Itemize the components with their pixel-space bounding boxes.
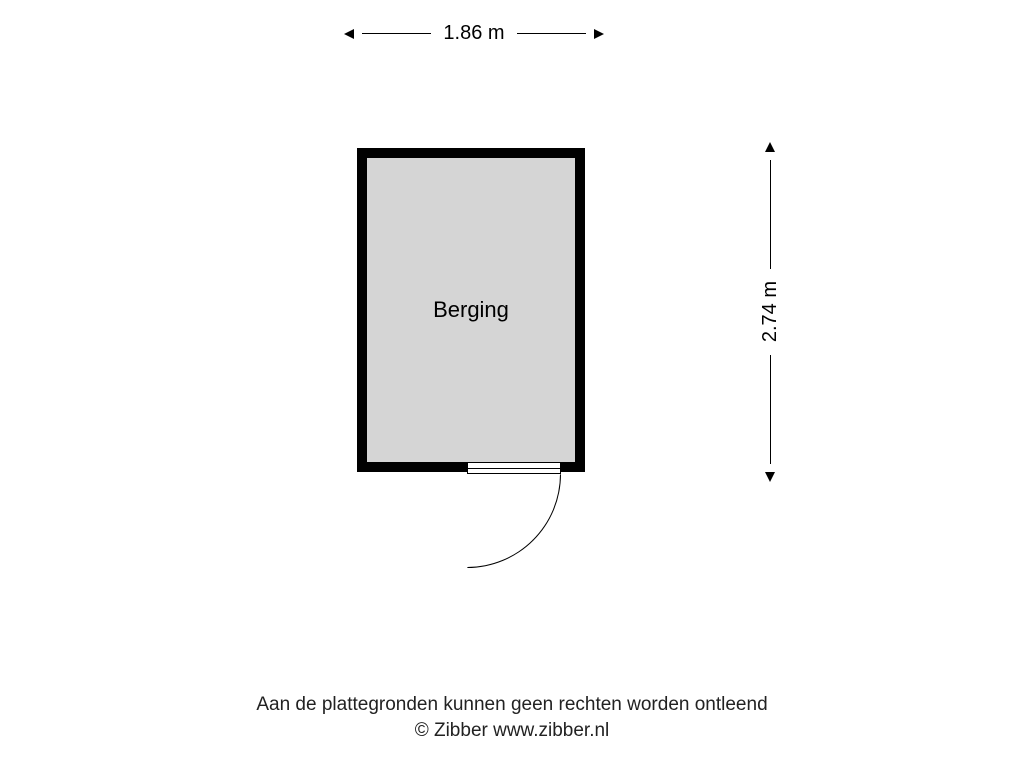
arrow-up-icon xyxy=(765,142,775,152)
dimension-line xyxy=(517,33,586,34)
room-label: Berging xyxy=(433,297,509,323)
footer-disclaimer: Aan de plattegronden kunnen geen rechten… xyxy=(0,692,1024,718)
dimension-width-label: 1.86 m xyxy=(439,22,508,45)
door-panel xyxy=(467,462,561,474)
dimension-line xyxy=(770,355,771,464)
dimension-line xyxy=(362,33,431,34)
footer-copyright: © Zibber www.zibber.nl xyxy=(0,718,1024,744)
arrow-down-icon xyxy=(765,472,775,482)
dimension-width: 1.86 m xyxy=(344,22,604,45)
door-panel-line xyxy=(468,468,560,469)
door-arc xyxy=(467,474,561,568)
arrow-right-icon xyxy=(594,29,604,39)
dimension-height: 2.74 m xyxy=(758,142,782,482)
floorplan-canvas: 1.86 m 2.74 m Berging Aan de plattegrond… xyxy=(0,0,1024,768)
footer: Aan de plattegronden kunnen geen rechten… xyxy=(0,692,1024,743)
room-berging: Berging xyxy=(357,148,585,472)
dimension-line xyxy=(770,160,771,269)
dimension-height-label: 2.74 m xyxy=(759,277,782,346)
arrow-left-icon xyxy=(344,29,354,39)
